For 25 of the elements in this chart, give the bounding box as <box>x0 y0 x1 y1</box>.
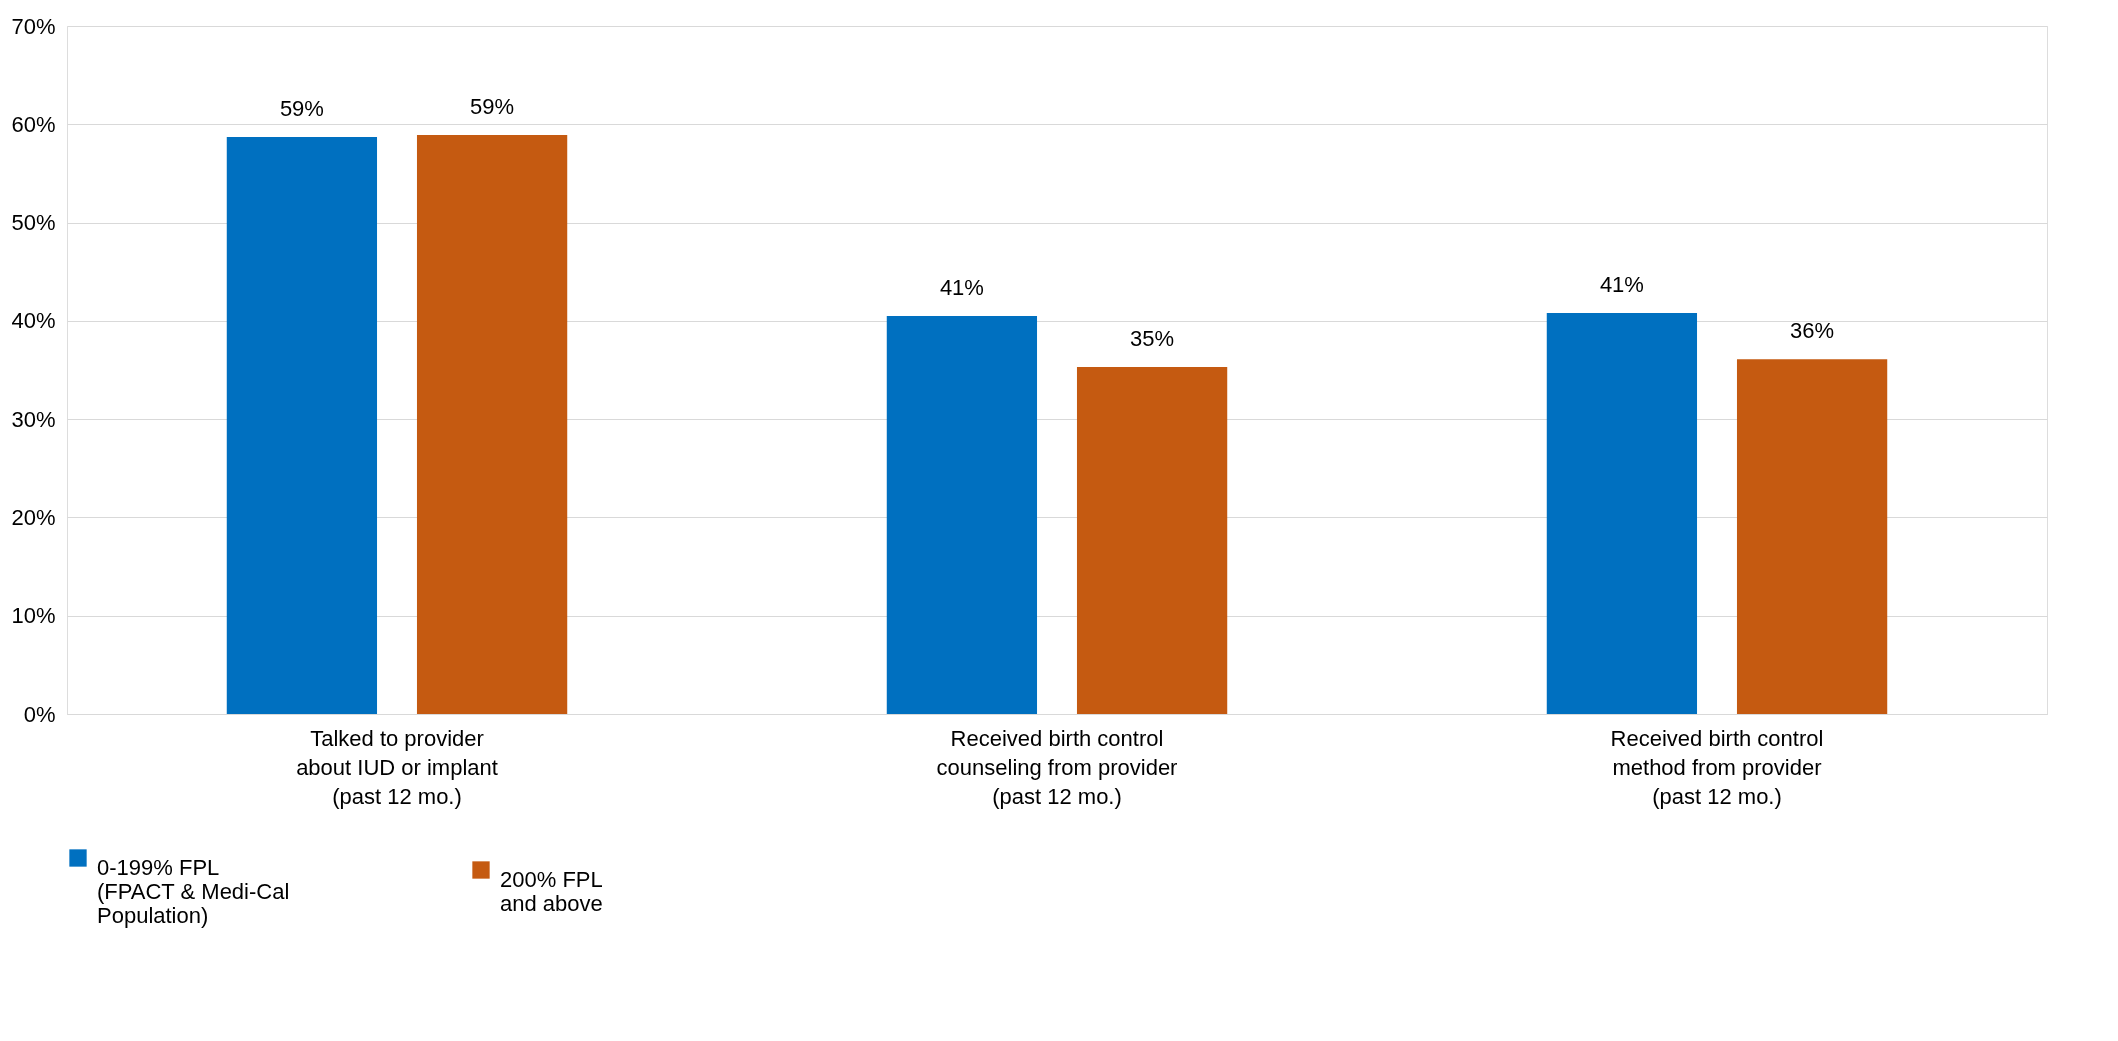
legend-label: 0-199% FPL (FPACT & Medi-Cal Population) <box>97 855 290 928</box>
bar <box>226 137 378 714</box>
y-tick-label: 40% <box>11 308 56 334</box>
data-label: 41% <box>1599 271 1644 297</box>
legend-label: 200% FPL and above <box>500 867 603 916</box>
bar <box>1546 312 1698 714</box>
x-tick-label: Received birth control method from provider (past 12 mo.) <box>1610 725 1824 809</box>
y-tick-label: 50% <box>11 210 56 236</box>
bar <box>886 315 1038 714</box>
y-tick-label: 70% <box>11 13 56 39</box>
y-tick-label: 0% <box>23 701 56 727</box>
y-tick-label: 60% <box>11 111 56 137</box>
y-tick-label: 20% <box>11 504 56 530</box>
data-label: 41% <box>939 274 984 300</box>
bar <box>416 135 568 714</box>
bar <box>1076 367 1228 714</box>
bar <box>1736 359 1888 714</box>
data-label: 36% <box>1790 318 1835 344</box>
y-tick-label: 30% <box>11 406 56 432</box>
y-tick-label: 10% <box>11 603 56 629</box>
data-label: 59% <box>279 96 324 122</box>
x-tick-label: Received birth control counseling from provider (past 12 mo.) <box>936 725 1178 809</box>
data-label: 59% <box>470 94 515 120</box>
data-label: 35% <box>1130 326 1175 352</box>
x-tick-label: Talked to provider about IUD or implant (past 12 mo.) <box>296 725 498 809</box>
